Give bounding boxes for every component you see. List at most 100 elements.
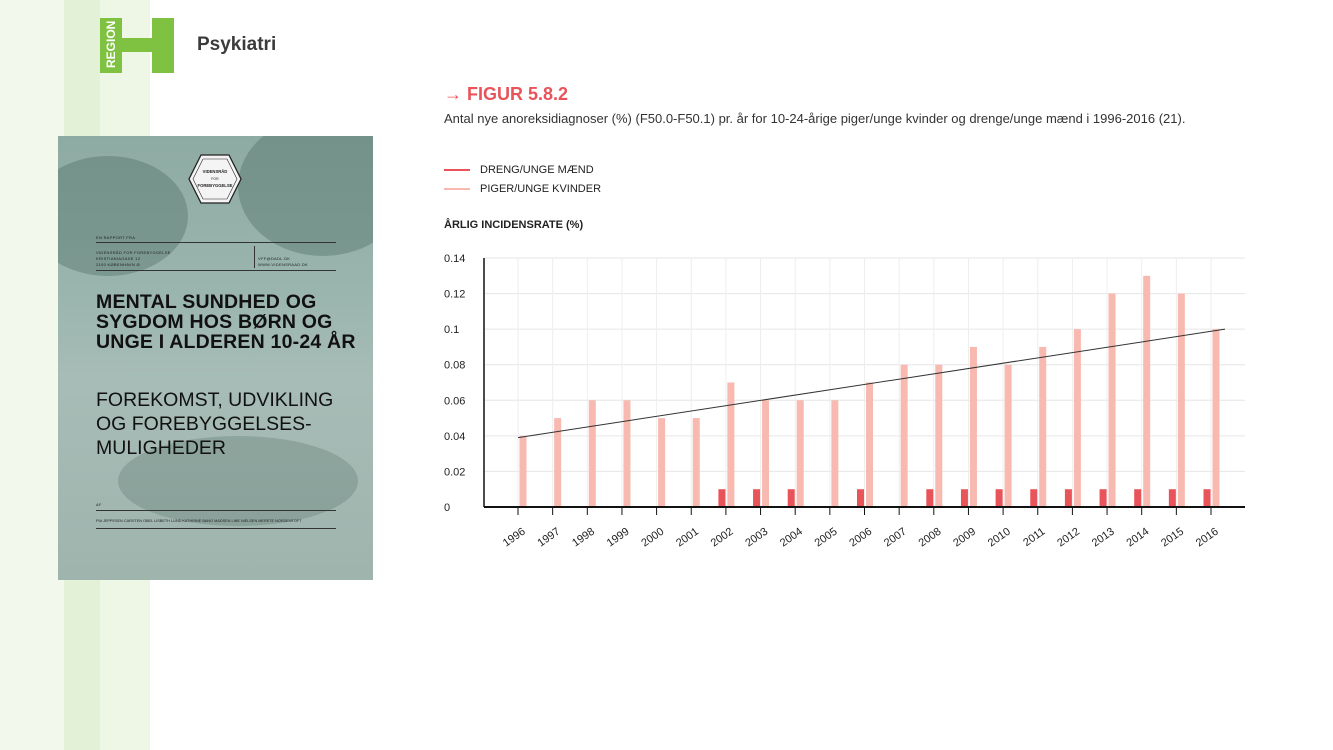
bar-girls <box>762 400 770 507</box>
svg-text:FOREBYGGELSE: FOREBYGGELSE <box>198 183 233 188</box>
publisher-line: 2100 KØBENHAVN Ø <box>96 262 140 267</box>
bar-girls <box>1143 275 1151 507</box>
bar-girls <box>1004 364 1012 507</box>
x-tick-label: 2013 <box>1090 526 1117 550</box>
x-tick-label: 2001 <box>674 526 701 550</box>
figure-caption: Antal nye anoreksidiagnoser (%) (F50.0-F… <box>444 111 1186 126</box>
publisher-line: KRISTIANIAGADE 12 <box>96 256 141 261</box>
figure-label: → FIGUR 5.8.2 <box>444 84 569 104</box>
x-tick-label: 2009 <box>951 526 978 550</box>
bar-girls <box>658 418 666 507</box>
x-tick-label: 2014 <box>1124 526 1151 550</box>
x-tick-label: 2015 <box>1159 526 1186 550</box>
x-tick-label: 2016 <box>1194 526 1221 550</box>
bar-girls <box>588 400 596 507</box>
y-tick-label: 0.02 <box>444 466 465 478</box>
bar-girls <box>519 435 527 507</box>
y-tick-label: 0.06 <box>444 395 465 407</box>
x-tick-label: 1999 <box>605 526 632 550</box>
cover-foliage <box>238 136 373 256</box>
bar-boys <box>1030 489 1038 507</box>
bar-boys <box>1168 489 1176 507</box>
logo-text: REGION <box>104 21 118 68</box>
x-tick-label: 2011 <box>1021 526 1047 549</box>
x-tick-label: 2006 <box>847 526 874 550</box>
legend-label-girls: PIGER/UNGE KVINDER <box>480 182 602 195</box>
y-tick-label: 0.04 <box>444 431 465 443</box>
x-tick-label: 2012 <box>1055 526 1082 550</box>
y-axis-label: ÅRLIG INCIDENSRATE (%) <box>444 219 584 231</box>
bar-boys <box>960 489 968 507</box>
authors-label: AF <box>96 502 102 507</box>
x-tick-label: 1996 <box>501 526 528 550</box>
bar-girls <box>1212 329 1220 507</box>
bar-girls <box>1108 293 1116 507</box>
bar-boys <box>926 489 934 507</box>
x-tick-label: 2003 <box>743 526 770 550</box>
vidensraad-badge: VIDENSRÅD FOR FOREBYGGELSE <box>188 154 242 204</box>
cover-rule <box>254 246 255 268</box>
x-tick-label: 2000 <box>639 526 666 550</box>
y-tick-label: 0.1 <box>444 324 459 336</box>
bar-boys <box>1099 489 1107 507</box>
svg-text:FOR: FOR <box>211 177 219 181</box>
y-tick-label: 0 <box>444 502 450 514</box>
bar-boys <box>787 489 795 507</box>
legend-swatch-boys <box>444 168 470 171</box>
cover-rule <box>96 270 336 271</box>
cover-title: MENTAL SUNDHED OG SYGDOM HOS BØRN OG UNG… <box>96 291 356 353</box>
x-tick-label: 2005 <box>813 526 840 550</box>
x-tick-label: 2007 <box>882 526 909 550</box>
y-tick-label: 0.14 <box>444 253 465 265</box>
cover-subtitle: FOREKOMST, UDVIKLING OG FOREBYGGELSES-MU… <box>96 389 334 459</box>
bar-girls <box>1177 293 1185 507</box>
bar-boys <box>995 489 1003 507</box>
x-tick-label: 1998 <box>570 526 597 550</box>
cover-foliage <box>58 156 188 276</box>
cover-rule <box>96 528 336 529</box>
bar-boys <box>857 489 864 507</box>
bar-girls <box>554 418 562 507</box>
bar-girls <box>969 346 977 507</box>
legend-swatch-girls <box>444 187 470 190</box>
x-tick-label: 2008 <box>917 526 944 550</box>
bar-boys <box>718 489 726 507</box>
bar-chart: 0 0.02 0.04 0.06 0.08 0.1 0.12 0.14 1996 1997 1998… <box>444 253 1245 550</box>
cover-authors: PIA JEPPESEN CARSTEN OBEL LISBETH LUND K… <box>96 519 302 523</box>
bar-girls <box>866 382 873 507</box>
bar-girls <box>727 382 735 507</box>
legend-item-girls: PIGER/UNGE KVINDER <box>444 179 601 198</box>
y-tick-label: 0.08 <box>444 360 465 372</box>
bar-boys <box>753 489 761 507</box>
cover-foliage <box>118 436 358 526</box>
legend-label-boys: DRENG/UNGE MÆND <box>480 163 594 176</box>
bar-girls <box>1073 329 1081 507</box>
contact-line: WWW.VIDENSRAAD.DK <box>258 262 308 267</box>
region-h-logo: REGION <box>100 18 174 73</box>
bar-girls <box>831 400 839 507</box>
report-cover: VIDENSRÅD FOR FOREBYGGELSE EN RAPPORT FR… <box>58 136 373 580</box>
publisher-line: VIDENSRÅD FOR FOREBYGGELSE <box>96 250 171 255</box>
bar-girls <box>900 364 908 507</box>
x-tick-label: 2004 <box>778 526 805 550</box>
legend-item-boys: DRENG/UNGE MÆND <box>444 160 601 179</box>
cover-top-text: EN RAPPORT FRA <box>96 235 136 240</box>
brand-name: Psykiatri <box>197 34 277 55</box>
x-tick-label: 2002 <box>709 526 736 550</box>
x-tick-label: 1997 <box>535 526 562 550</box>
svg-text:VIDENSRÅD: VIDENSRÅD <box>203 169 228 174</box>
bar-girls <box>935 364 943 507</box>
cover-rule <box>96 510 336 511</box>
background-stripe <box>0 0 64 750</box>
chart-legend: DRENG/UNGE MÆND PIGER/UNGE KVINDER <box>444 160 601 198</box>
bar-boys <box>1203 489 1211 507</box>
bar-girls <box>692 418 700 507</box>
x-tick-label: 2010 <box>986 526 1013 550</box>
bar-girls <box>796 400 804 507</box>
bar-girls <box>1039 346 1047 507</box>
bar-girls <box>623 400 631 507</box>
trend-line <box>517 328 1226 439</box>
contact-line: VFF@DADL.DK <box>258 256 291 261</box>
bar-boys <box>1134 489 1142 507</box>
bar-boys <box>1064 489 1072 507</box>
